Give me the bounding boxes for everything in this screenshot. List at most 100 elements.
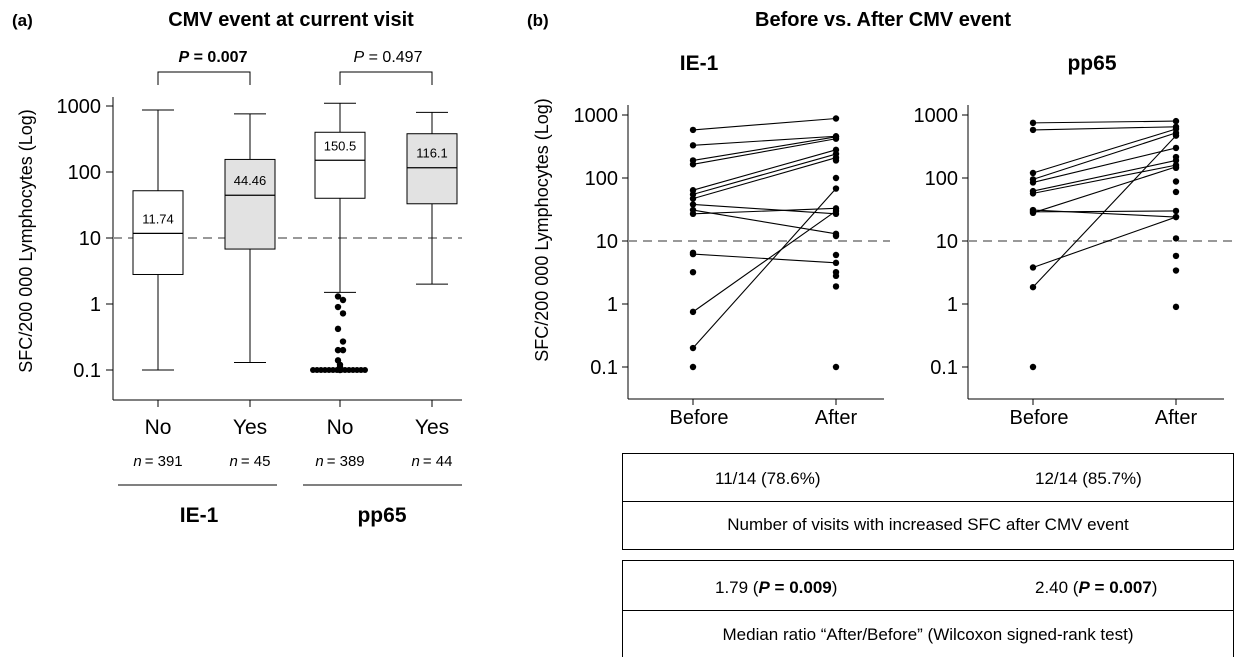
antigen-ie1-label: IE-1 xyxy=(180,504,219,527)
ie1-before-point xyxy=(689,344,697,352)
pp65-pair-line xyxy=(1032,166,1177,214)
panel-b-label: (b) xyxy=(527,11,549,30)
group-4-category: Yes xyxy=(415,416,449,439)
group-1-category: No xyxy=(145,416,172,439)
increase-count-table: 11/14 (78.6%) 12/14 (85.7%) Number of vi… xyxy=(622,453,1234,550)
ie1-ytick-label: 1 xyxy=(607,294,618,316)
ie1-pair xyxy=(689,185,840,352)
pp65-xtick-before: Before xyxy=(1010,407,1069,429)
box-iqr xyxy=(406,133,458,205)
ie1-after-point xyxy=(832,272,840,280)
pp65-pair xyxy=(1029,206,1180,221)
ie1-pair-line xyxy=(692,209,837,235)
pp65-after-point xyxy=(1172,153,1180,161)
group-1-n: n = 391 xyxy=(133,453,182,470)
pp65-ytick-label: 1 xyxy=(947,294,958,316)
group-2-category: Yes xyxy=(233,416,267,439)
box-iqr xyxy=(314,131,366,199)
group-3-n: n = 389 xyxy=(315,453,364,470)
ie1-after-point xyxy=(832,174,840,182)
subplot-ie1-title: IE-1 xyxy=(680,52,719,75)
box-median-label: 44.46 xyxy=(234,173,267,188)
group-2-n: n = 45 xyxy=(230,453,271,470)
panel-a-ytick-label: 0.1 xyxy=(73,360,101,382)
pp65-pair xyxy=(1029,123,1180,134)
ie1-before-point xyxy=(689,249,697,256)
pp65-xtick-after: After xyxy=(1155,407,1198,429)
comparison-2-bracket xyxy=(339,71,433,85)
pp65-pair-line xyxy=(1032,135,1177,288)
ie1-before-point xyxy=(689,201,697,208)
ie1-after-point xyxy=(832,251,840,259)
pp65-pair xyxy=(1029,157,1180,195)
pp65-before-point xyxy=(1029,283,1037,291)
ie1-pair xyxy=(689,207,840,316)
box-outlier xyxy=(334,303,342,311)
antigen-pp65-label: pp65 xyxy=(357,504,406,527)
pp65-pair-line xyxy=(1032,216,1177,268)
pp65-before-point xyxy=(1029,363,1037,371)
pp65-ytick-label: 0.1 xyxy=(930,357,958,379)
pp65-pair-line xyxy=(1032,132,1177,180)
pp65-pair-line xyxy=(1032,120,1177,124)
table1-divider xyxy=(623,501,1233,502)
ie1-xtick-before: Before xyxy=(670,407,729,429)
ie1-before-point xyxy=(689,268,697,276)
box-iqr xyxy=(224,158,276,250)
panel-a-ylabel: SFC/200 000 Lymphocytes (Log) xyxy=(16,109,36,372)
ie1-after-point xyxy=(832,135,840,142)
pp65-after-point xyxy=(1172,178,1180,185)
panel-a-ytick-label: 1 xyxy=(90,294,101,316)
ie1-ytick-label: 1000 xyxy=(574,105,619,127)
box-outlier xyxy=(334,325,342,333)
ie1-pair xyxy=(689,150,840,198)
pp65-pair xyxy=(1029,132,1180,291)
ie1-after-point xyxy=(832,232,840,240)
panel-a-ytick-label: 1000 xyxy=(57,96,102,118)
pp65-before-point xyxy=(1029,179,1037,186)
ie1-pair-line xyxy=(692,157,837,200)
panel-b-title: Before vs. After CMV event xyxy=(755,9,1011,31)
comparison-1-pvalue: P = 0.007 xyxy=(179,49,248,66)
ie1-after-point xyxy=(832,363,840,371)
ie1-after-point xyxy=(832,283,840,290)
pp65-before-point xyxy=(1029,207,1037,215)
ie1-pair xyxy=(689,205,840,218)
ie1-median-ratio: 1.79 (P = 0.009) xyxy=(715,578,838,597)
pp65-before-point xyxy=(1029,190,1037,197)
pp65-pair-line xyxy=(1032,128,1177,174)
pp65-after-point xyxy=(1172,132,1180,139)
box-outlier xyxy=(339,346,347,354)
ie1-ytick-label: 0.1 xyxy=(590,357,618,379)
increase-count-caption: Number of visits with increased SFC afte… xyxy=(727,515,1129,534)
pp65-after-point xyxy=(1172,213,1180,221)
panel-a-ytick-label: 100 xyxy=(68,162,101,184)
ie1-after-point xyxy=(832,115,840,122)
pp65-before-point xyxy=(1029,126,1037,134)
box-median-label: 150.5 xyxy=(324,138,357,153)
box-outlier xyxy=(339,296,347,304)
ie1-pair xyxy=(689,133,840,149)
median-ratio-caption: Median ratio “After/Before” (Wilcoxon si… xyxy=(722,625,1134,644)
pp65-ytick-label: 10 xyxy=(936,231,958,253)
ie1-ytick-label: 100 xyxy=(585,168,618,190)
median-ratio-table: 1.79 (P = 0.009) 2.40 (P = 0.007) Median… xyxy=(622,560,1234,657)
pp65-after-point xyxy=(1172,117,1180,125)
ie1-before-point xyxy=(689,126,697,134)
pp65-pair-line xyxy=(1032,147,1177,183)
pp65-increase-count: 12/14 (85.7%) xyxy=(1035,469,1142,488)
ie1-pair xyxy=(689,250,840,267)
pp65-pair-line xyxy=(1032,126,1177,131)
ie1-pair-line xyxy=(692,153,837,195)
ie1-pair xyxy=(689,115,840,134)
group-3-category: No xyxy=(327,416,354,439)
ie1-before-point xyxy=(689,210,697,218)
panel-a-title: CMV event at current visit xyxy=(168,9,414,31)
pp65-after-point xyxy=(1172,207,1180,215)
pp65-pair xyxy=(1029,117,1180,127)
box-group-2: 44.46 xyxy=(224,113,276,363)
comparison-2-pvalue: P = 0.497 xyxy=(354,49,423,66)
ie1-pair-line xyxy=(692,207,837,215)
ie1-after-point xyxy=(832,207,840,215)
